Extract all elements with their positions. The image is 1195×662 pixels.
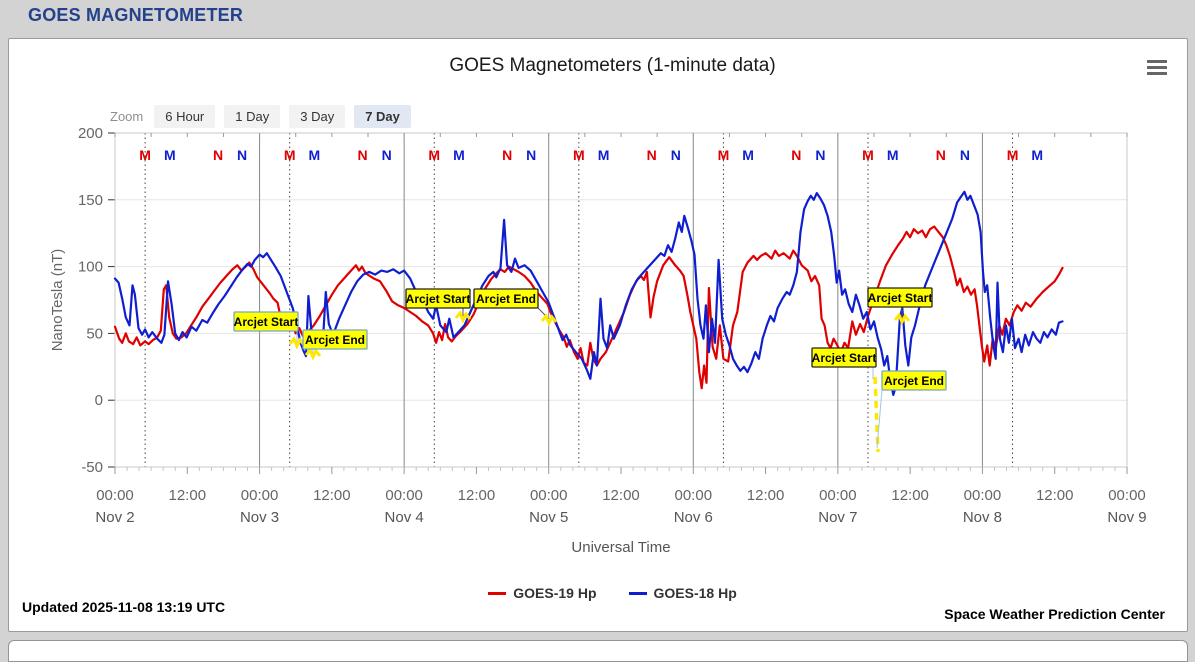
credit-text: Space Weather Prediction Center xyxy=(944,606,1165,622)
zoom-label: Zoom xyxy=(110,109,144,124)
page-title: GOES MAGNETOMETER xyxy=(28,5,244,25)
hamburger-icon xyxy=(1147,60,1167,64)
updated-timestamp: Updated 2025-11-08 13:19 UTC xyxy=(22,599,226,615)
legend-item-goes19[interactable]: GOES-19 Hp xyxy=(488,585,597,601)
goes19-line-swatch xyxy=(488,591,507,595)
chart-legend: GOES-19 Hp GOES-18 Hp xyxy=(0,585,1195,601)
zoom-button-6hour[interactable]: 6 Hour xyxy=(154,105,216,128)
hamburger-icon xyxy=(1147,71,1167,75)
next-panel-stub xyxy=(8,640,1188,662)
zoom-button-3day[interactable]: 3 Day xyxy=(289,105,346,128)
hamburger-icon xyxy=(1147,65,1167,70)
legend-item-goes18[interactable]: GOES-18 Hp xyxy=(628,585,737,601)
zoom-range-bar: Zoom 6 Hour 1 Day 3 Day 7 Day xyxy=(110,105,411,128)
zoom-button-1day[interactable]: 1 Day xyxy=(224,105,281,128)
legend-label-goes18: GOES-18 Hp xyxy=(653,585,737,601)
chart-title: GOES Magnetometers (1-minute data) xyxy=(449,55,776,76)
chart-menu-button[interactable] xyxy=(1147,60,1167,76)
page-top-strip xyxy=(0,0,1195,38)
legend-label-goes19: GOES-19 Hp xyxy=(513,585,597,601)
zoom-button-7day[interactable]: 7 Day xyxy=(354,105,411,128)
goes18-line-swatch xyxy=(628,591,647,595)
